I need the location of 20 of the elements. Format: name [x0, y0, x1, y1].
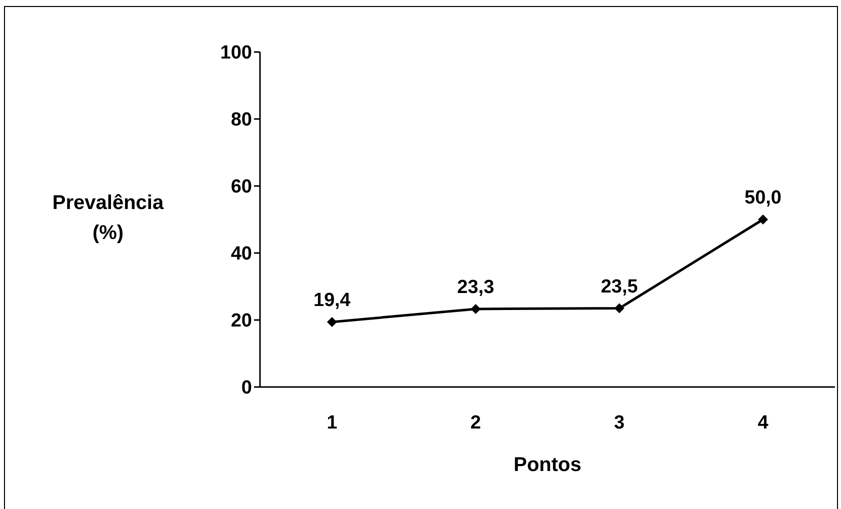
point	[327, 317, 337, 328]
x-tick-label: 3	[614, 412, 625, 434]
y-tick-label: 20	[230, 310, 252, 332]
point	[470, 304, 481, 314]
x-axis-title: Pontos	[514, 454, 582, 476]
y-tick-label: 80	[230, 110, 252, 131]
y-axis-title: Prevalência (%)	[51, 191, 165, 246]
data-label: 23,5	[600, 276, 638, 298]
data-label: 50,0	[744, 188, 782, 208]
x-tick-label: 1	[326, 412, 338, 434]
x-tick-label: 4	[758, 412, 769, 434]
point	[614, 303, 624, 314]
point	[758, 214, 768, 224]
y-tick-label: 40	[230, 244, 252, 265]
data-label: 19,4	[314, 290, 351, 312]
x-tick-label: 2	[470, 412, 481, 434]
y-tick-label: 100	[220, 42, 252, 64]
y-tick-label: 60	[230, 176, 252, 198]
data-label: 23,3	[457, 276, 494, 298]
y-tick-label: 0	[241, 378, 252, 399]
